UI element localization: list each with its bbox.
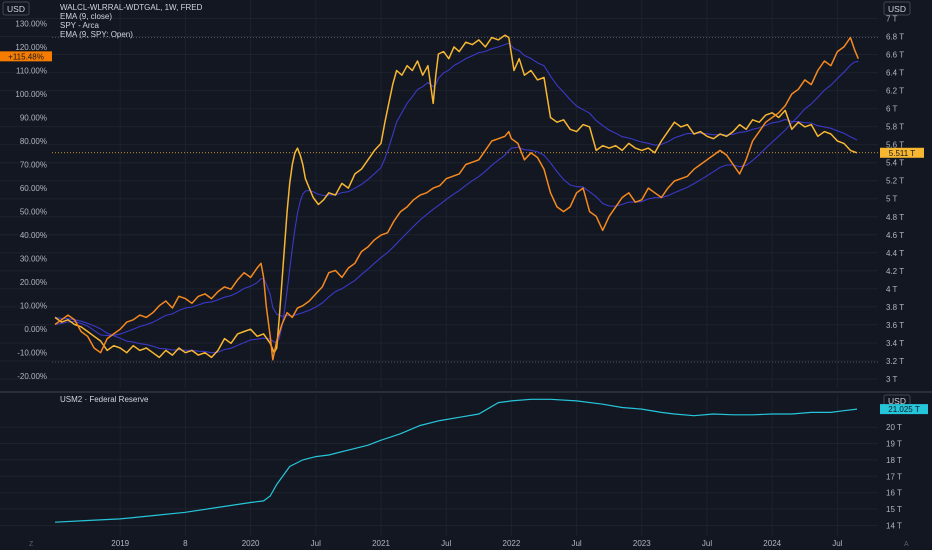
- time-tick-label-11: Jul: [832, 539, 842, 548]
- right-tick-label-17: 3.6 T: [886, 321, 904, 330]
- net-liquidity-line[interactable]: [54, 34, 858, 359]
- usm2-grid: [0, 394, 878, 536]
- left-tick-label-1: 120.00%: [15, 43, 47, 52]
- left-tick-label-0: 130.00%: [15, 19, 47, 28]
- left-tick-label-6: 70.00%: [20, 161, 47, 170]
- usm2-price-axis[interactable]: 20 T 19 T 18 T 17 T 16 T 15 T 14 T: [886, 423, 902, 530]
- usm2-tick-label-1: 20 T: [886, 423, 902, 432]
- left-price-axis[interactable]: 130.00% 120.00% 110.00% 100.00% 90.00% 80.00%…: [15, 19, 47, 381]
- usm2-tick-label-3: 18 T: [886, 456, 902, 465]
- usm2-last-value-badge: 21.025 T: [880, 404, 928, 415]
- left-tick-label-8: 50.00%: [20, 208, 47, 217]
- left-tick-label-7: 60.00%: [20, 184, 47, 193]
- time-tick-label-3: Jul: [311, 539, 321, 548]
- left-tick-label-10: 30.00%: [20, 255, 47, 264]
- left-tick-label-13: 0.00%: [24, 325, 47, 334]
- right-tick-label-6: 5.8 T: [886, 123, 904, 132]
- right-last-value-text: 5.511 T: [889, 149, 916, 158]
- left-tick-label-14: -10.00%: [17, 349, 47, 358]
- usm2-unit-label: USD: [888, 396, 906, 406]
- left-tick-label-11: 20.00%: [20, 278, 47, 287]
- left-tick-label-3: 100.00%: [15, 90, 47, 99]
- time-tick-label-4: 2021: [372, 539, 390, 548]
- spy-line[interactable]: [54, 36, 859, 361]
- usm2-line[interactable]: [54, 398, 858, 523]
- right-tick-label-18: 3.4 T: [886, 339, 904, 348]
- usm2-series: [54, 398, 858, 523]
- net-liquidity-ema-line[interactable]: [54, 42, 858, 354]
- main-grid: [0, 0, 878, 388]
- right-tick-label-9: 5.2 T: [886, 177, 904, 186]
- legend-line-2: SPY - Arca: [60, 21, 100, 30]
- right-tick-label-12: 4.6 T: [886, 231, 904, 240]
- reference-lines: [52, 37, 878, 363]
- time-axis[interactable]: 2019 8 2020 Jul 2021 Jul 2022 Jul 2023 Jul 2024 Jul: [111, 539, 842, 548]
- usm2-tick-label-7: 14 T: [886, 521, 902, 530]
- left-tick-label-9: 40.00%: [20, 231, 47, 240]
- right-tick-label-1: 6.8 T: [886, 33, 904, 42]
- auto-scale-toggle[interactable]: A: [904, 541, 909, 548]
- right-tick-label-19: 3.2 T: [886, 357, 904, 366]
- legend-line-1: EMA (9, close): [60, 12, 112, 21]
- time-tick-label-2: 2020: [242, 539, 260, 548]
- right-unit-label: USD: [888, 4, 906, 14]
- left-tick-label-4: 90.00%: [20, 113, 47, 122]
- left-last-value-text: +115.48%: [8, 52, 44, 61]
- time-tick-label-8: 2023: [633, 539, 651, 548]
- time-tick-label-6: 2022: [503, 539, 521, 548]
- right-tick-label-15: 4 T: [886, 285, 898, 294]
- left-unit-label: USD: [7, 4, 25, 14]
- timezone-toggle[interactable]: Z: [29, 541, 34, 548]
- usm2-tick-label-2: 19 T: [886, 440, 902, 449]
- time-tick-label-0: 2019: [111, 539, 129, 548]
- main-legend[interactable]: WALCL-WLRRAL-WDTGAL, 1W, FRED EMA (9, cl…: [60, 3, 203, 39]
- right-tick-label-20: 3 T: [886, 375, 898, 384]
- left-unit-box[interactable]: USD: [2, 1, 30, 16]
- right-tick-label-0: 7 T: [886, 15, 898, 24]
- usm2-tick-label-4: 17 T: [886, 472, 902, 481]
- right-tick-label-10: 5 T: [886, 195, 898, 204]
- left-tick-label-2: 110.00%: [16, 66, 47, 75]
- right-tick-label-8: 5.4 T: [886, 159, 904, 168]
- main-series: [54, 34, 859, 361]
- right-tick-label-5: 6 T: [886, 105, 898, 114]
- right-last-value-badge: 5.511 T: [880, 147, 924, 158]
- right-tick-label-4: 6.2 T: [886, 87, 904, 96]
- right-unit-box[interactable]: USD: [883, 1, 911, 16]
- right-tick-label-14: 4.2 T: [886, 267, 904, 276]
- time-tick-label-9: Jul: [702, 539, 712, 548]
- usm2-legend[interactable]: USM2 · Federal Reserve: [60, 395, 149, 404]
- right-tick-label-7: 5.6 T: [886, 141, 904, 150]
- right-tick-label-2: 6.6 T: [886, 51, 904, 60]
- right-price-axis[interactable]: 7 T 6.8 T 6.6 T 6.4 T 6.2 T 6 T 5.8 T 5.6 T 5.4 …: [886, 15, 904, 384]
- right-tick-label-3: 6.4 T: [886, 69, 904, 78]
- usm2-tick-label-6: 15 T: [886, 505, 902, 514]
- usm2-tick-label-5: 16 T: [886, 489, 902, 498]
- time-tick-label-1: 8: [183, 539, 188, 548]
- right-tick-label-16: 3.8 T: [886, 303, 904, 312]
- time-tick-label-10: 2024: [763, 539, 781, 548]
- legend-line-0: WALCL-WLRRAL-WDTGAL, 1W, FRED: [60, 3, 203, 12]
- right-tick-label-13: 4.4 T: [886, 249, 904, 258]
- usm2-last-value-text: 21.025 T: [888, 405, 920, 414]
- left-tick-label-15: -20.00%: [17, 372, 47, 381]
- spy-ema-line[interactable]: [54, 60, 859, 337]
- time-tick-label-5: Jul: [441, 539, 451, 548]
- right-tick-label-11: 4.8 T: [886, 213, 904, 222]
- left-tick-label-12: 10.00%: [20, 302, 47, 311]
- time-tick-label-7: Jul: [571, 539, 581, 548]
- left-tick-label-5: 80.00%: [20, 137, 47, 146]
- left-last-value-badge: +115.48%: [0, 51, 52, 62]
- legend-line-3: EMA (9, SPY: Open): [60, 30, 133, 39]
